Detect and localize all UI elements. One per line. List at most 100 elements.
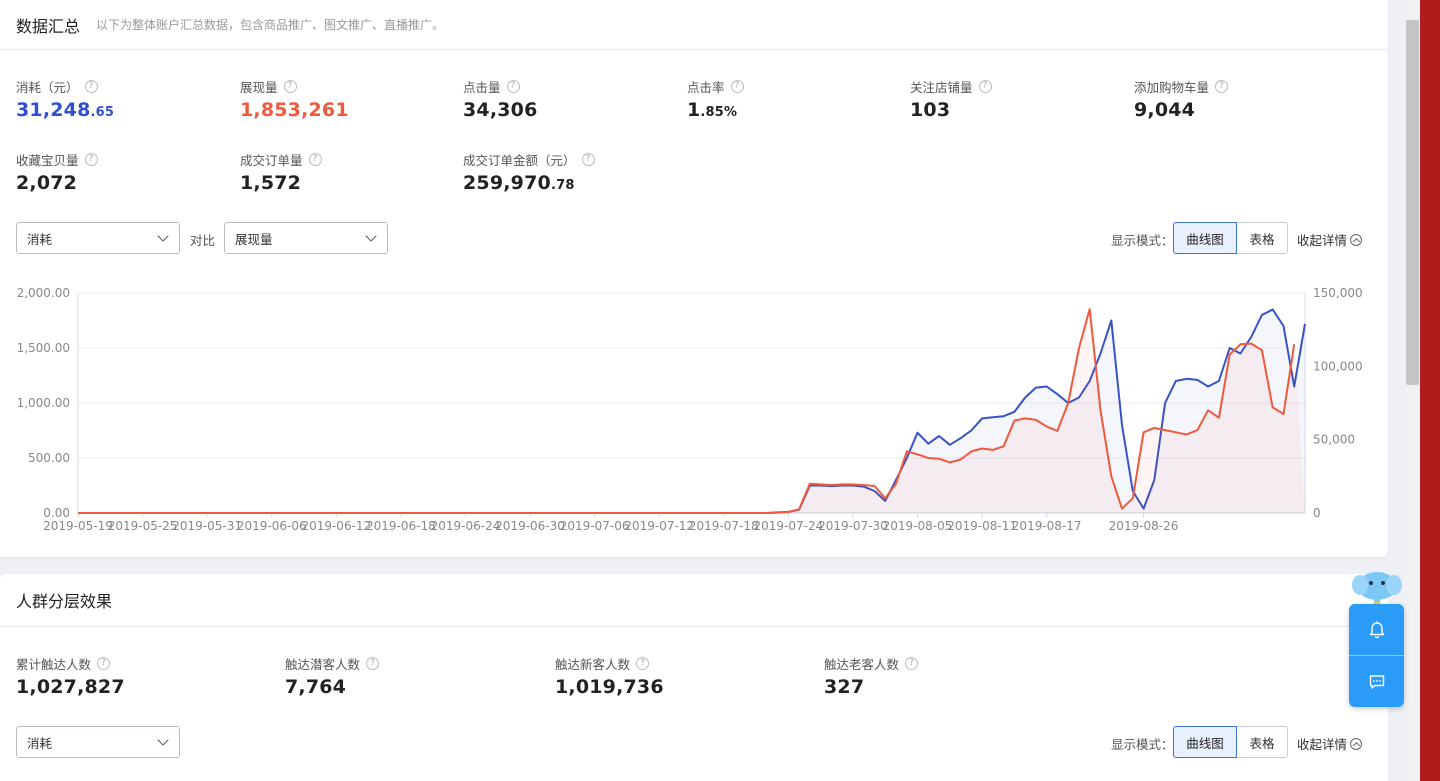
select-value: 消耗: [27, 735, 53, 751]
question-mark-icon[interactable]: ?: [730, 80, 744, 93]
metric-value: 9,044: [1134, 99, 1196, 121]
metric-old-customer-reach: 触达老客人数? 327: [824, 654, 919, 698]
metric-clicks: 点击量? 34,306: [463, 77, 538, 121]
x-tick-label: 2019-08-05: [883, 519, 953, 533]
elephant-mascot-icon[interactable]: [1351, 568, 1403, 608]
metric-total-reach: 累计触达人数? 1,027,827: [16, 654, 125, 698]
collapse-label: 收起详情: [1297, 233, 1348, 248]
question-mark-icon[interactable]: ?: [506, 80, 520, 93]
mode-table-button[interactable]: 表格: [1237, 222, 1288, 254]
select-value: 展现量: [235, 231, 273, 247]
metric-ctr: 点击率? 1.85%: [687, 77, 744, 121]
y-left-tick-label: 500.00: [28, 451, 70, 465]
floating-action-panel: [1349, 604, 1404, 707]
question-mark-icon[interactable]: ?: [283, 80, 297, 93]
scrollbar-thumb[interactable]: [1406, 20, 1419, 385]
mode-curve-button[interactable]: 曲线图: [1173, 726, 1237, 758]
mode-curve-button[interactable]: 曲线图: [1173, 222, 1237, 254]
notification-button[interactable]: [1349, 604, 1404, 655]
trend-chart-svg: 2,000.00 1,500.00 1,000.00 500.00 0.00 150,00…: [17, 286, 1363, 533]
summary-header: 数据汇总 以下为整体账户汇总数据，包含商品推广、图文推广、直播推广。: [0, 0, 1388, 50]
question-mark-icon[interactable]: ?: [1215, 80, 1229, 93]
series-line-impressions: [78, 308, 1296, 514]
chevron-down-icon: [157, 229, 169, 242]
x-tick-label: 2019-05-19: [43, 519, 113, 533]
metric-value: 1,853,261: [240, 99, 349, 121]
collapse-details-button[interactable]: 收起详情: [1297, 230, 1363, 249]
metric-impressions: 展现量? 1,853,261: [240, 77, 349, 121]
question-mark-icon[interactable]: ?: [366, 657, 380, 670]
trend-chart: 2,000.00 1,500.00 1,000.00 500.00 0.00 150,00…: [0, 282, 1388, 542]
metric-cost: 消耗（元）? 31,248.65: [16, 77, 114, 121]
select-value: 消耗: [27, 231, 53, 247]
metric-value: 2,072: [16, 172, 78, 194]
x-tick-label: 2019-06-18: [366, 519, 436, 533]
metric-label: 点击率: [687, 80, 725, 95]
x-tick-label: 2019-06-24: [431, 519, 501, 533]
collapse-details-button[interactable]: 收起详情: [1297, 734, 1363, 753]
question-mark-icon[interactable]: ?: [581, 153, 595, 166]
metric-add-to-cart: 添加购物车量? 9,044: [1134, 77, 1229, 121]
metric-follows: 关注店铺量? 103: [910, 77, 992, 121]
metric-label: 累计触达人数: [16, 657, 92, 672]
mode-table-button[interactable]: 表格: [1237, 726, 1288, 758]
collapse-label: 收起详情: [1297, 737, 1348, 752]
y-right-tick-label: 50,000: [1313, 433, 1355, 447]
metric-value: 1,027,827: [16, 676, 125, 698]
x-tick-label: 2019-08-17: [1012, 519, 1082, 533]
panel-divider: [1349, 655, 1404, 656]
primary-metric-select[interactable]: 消耗: [16, 222, 180, 254]
metric-label: 成交订单量: [240, 153, 303, 168]
series-area-impressions: [78, 309, 1305, 513]
chevron-down-icon: [157, 733, 169, 746]
metric-label: 点击量: [463, 80, 501, 95]
metric-value: 327: [824, 676, 865, 698]
x-tick-label: 2019-06-12: [301, 519, 371, 533]
x-tick-label: 2019-05-31: [172, 519, 242, 533]
metric-value: 1.85%: [687, 99, 738, 121]
metric-prospect-reach: 触达潜客人数? 7,764: [285, 654, 380, 698]
metric-order-amount: 成交订单金额（元）? 259,970.78: [463, 150, 595, 194]
summary-subtitle: 以下为整体账户汇总数据，包含商品推广、图文推广、直播推广。: [96, 18, 445, 32]
question-mark-icon[interactable]: ?: [636, 657, 650, 670]
question-mark-icon[interactable]: ?: [97, 657, 111, 670]
metric-label: 成交订单金额（元）: [463, 153, 576, 168]
y-left-tick-label: 2,000.00: [17, 286, 70, 300]
question-mark-icon[interactable]: ?: [84, 80, 98, 93]
metric-label: 关注店铺量: [910, 80, 973, 95]
metric-label: 触达老客人数: [824, 657, 900, 672]
segments-title: 人群分层效果: [16, 592, 113, 611]
question-mark-icon[interactable]: ?: [978, 80, 992, 93]
x-tick-label: 2019-05-25: [108, 519, 178, 533]
y-right-tick-label: 150,000: [1313, 286, 1363, 300]
metric-value: 31,248.65: [16, 99, 115, 121]
x-tick-label: 2019-06-06: [237, 519, 307, 533]
metric-label: 收藏宝贝量: [16, 153, 79, 168]
display-mode-toggle: 曲线图 表格: [1173, 726, 1288, 758]
chat-icon: [1369, 674, 1384, 689]
question-mark-icon[interactable]: ?: [308, 153, 322, 166]
segments-header: 人群分层效果: [0, 574, 1388, 627]
chat-button[interactable]: [1349, 656, 1404, 707]
metric-value: 259,970.78: [463, 172, 575, 194]
metric-label: 消耗（元）: [16, 80, 79, 95]
compare-metric-select[interactable]: 展现量: [224, 222, 388, 254]
x-tick-label: 2019-07-24: [753, 519, 823, 533]
chevron-up-circle-icon: [1350, 737, 1363, 750]
x-tick-label: 2019-06-30: [495, 519, 565, 533]
x-tick-label: 2019-07-12: [624, 519, 694, 533]
question-mark-icon[interactable]: ?: [905, 657, 919, 670]
window-edge: [1420, 0, 1440, 781]
chevron-down-icon: [365, 229, 377, 242]
question-mark-icon[interactable]: ?: [84, 153, 98, 166]
summary-card: 数据汇总 以下为整体账户汇总数据，包含商品推广、图文推广、直播推广。 消耗（元）…: [0, 0, 1388, 557]
y-right-tick-label: 0: [1313, 506, 1321, 520]
y-right-tick-label: 100,000: [1313, 359, 1363, 373]
display-mode-toggle: 曲线图 表格: [1173, 222, 1288, 254]
segments-metric-select[interactable]: 消耗: [16, 726, 180, 758]
bell-icon: [1369, 621, 1384, 638]
y-left-tick-label: 1,500.00: [17, 341, 70, 355]
series-area-cost: [78, 309, 1305, 513]
metric-label: 添加购物车量: [1134, 80, 1210, 95]
segments-card: 人群分层效果 累计触达人数? 1,027,827 触达潜客人数? 7,764 触…: [0, 574, 1388, 781]
